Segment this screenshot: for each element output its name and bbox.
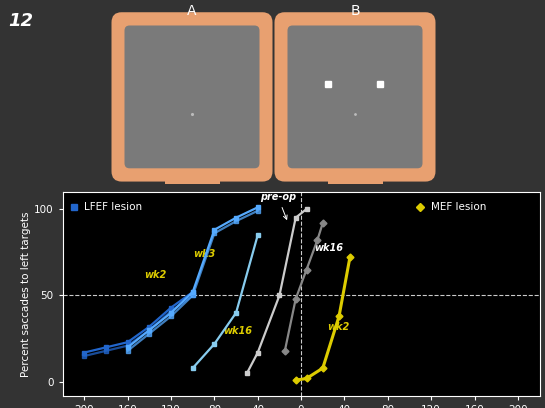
Text: wk16: wk16 [223,326,252,335]
Text: MEF lesion: MEF lesion [431,202,487,212]
Text: pre-op: pre-op [260,192,296,219]
Y-axis label: Percent saccades to left targets: Percent saccades to left targets [21,211,31,377]
FancyBboxPatch shape [288,25,422,169]
Text: wk16: wk16 [314,242,343,253]
Text: A: A [187,4,197,18]
Text: wk2: wk2 [327,322,349,332]
Text: LFEF lesion: LFEF lesion [84,202,142,212]
Text: wk3: wk3 [193,249,215,259]
Bar [165,171,220,184]
FancyBboxPatch shape [124,25,259,169]
Text: B: B [350,4,360,18]
FancyBboxPatch shape [112,12,272,182]
FancyBboxPatch shape [275,12,435,182]
Text: wk2: wk2 [144,270,166,280]
Text: 12: 12 [8,12,33,30]
Bar [328,171,383,184]
